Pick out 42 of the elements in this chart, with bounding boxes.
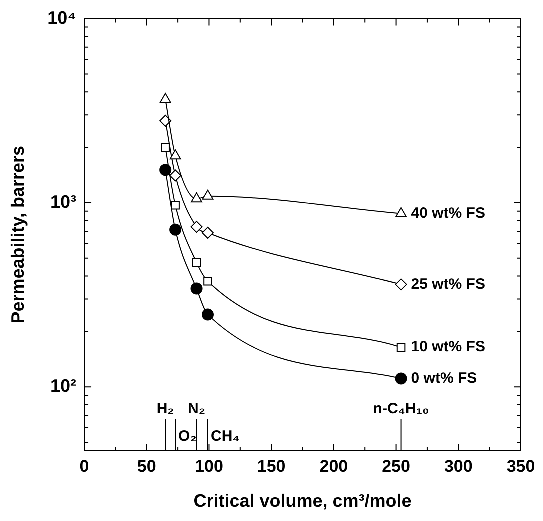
point bbox=[160, 115, 172, 128]
point bbox=[170, 170, 182, 182]
point bbox=[190, 221, 203, 234]
x-tick-label: 150 bbox=[257, 456, 286, 476]
point bbox=[170, 224, 182, 236]
ref-line-label: O₂ bbox=[178, 428, 197, 446]
x-axis-title: Critical volume, cm³/mole bbox=[194, 491, 412, 512]
y-axis-title: Permeability, barrers bbox=[8, 146, 28, 324]
point bbox=[170, 150, 182, 160]
point bbox=[204, 277, 212, 286]
point bbox=[190, 282, 203, 295]
y-tick-label: 10² bbox=[50, 376, 77, 396]
x-tick-label: 250 bbox=[382, 456, 410, 476]
x-tick-label: 200 bbox=[320, 456, 348, 476]
point bbox=[202, 308, 214, 321]
x-tick-label: 350 bbox=[506, 456, 536, 476]
point bbox=[192, 258, 202, 268]
x-tick-label: 300 bbox=[444, 456, 473, 476]
y-tick-label: 10³ bbox=[50, 192, 77, 212]
ref-line-label: n-C₄H₁₀ bbox=[373, 400, 430, 418]
point bbox=[202, 190, 214, 200]
x-tick-label: 50 bbox=[137, 456, 156, 476]
point bbox=[160, 164, 172, 176]
legend-label: 40 wt% FS bbox=[411, 204, 486, 222]
x-tick-label: 0 bbox=[80, 456, 90, 476]
x-tick-label: 100 bbox=[195, 456, 224, 476]
point bbox=[161, 143, 170, 152]
series-label: 0 wt% FS bbox=[411, 370, 478, 387]
ref-line-label: N₂ bbox=[188, 400, 206, 418]
point bbox=[191, 192, 202, 203]
point bbox=[395, 372, 408, 385]
point bbox=[396, 207, 407, 218]
y-tick-label: 10⁴ bbox=[48, 8, 77, 28]
ref-line-label: H₂ bbox=[156, 400, 174, 418]
ref-line-label: CH₄ bbox=[210, 428, 240, 446]
point bbox=[171, 201, 180, 210]
point bbox=[202, 226, 214, 239]
point bbox=[160, 93, 172, 104]
point bbox=[395, 278, 408, 291]
point bbox=[396, 343, 406, 352]
legend-label: 25 wt% FS bbox=[411, 276, 486, 293]
series-label: 10 wt% FS bbox=[411, 338, 486, 356]
